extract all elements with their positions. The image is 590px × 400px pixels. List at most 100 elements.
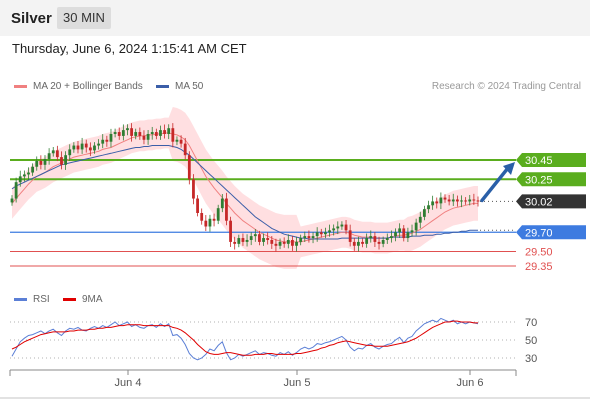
- candle: [258, 230, 261, 246]
- candle: [51, 146, 55, 157]
- candle-body: [406, 232, 410, 239]
- rsi-swatch: [14, 298, 27, 301]
- legend-rsi-label: RSI: [33, 294, 50, 305]
- candle-body: [192, 179, 195, 199]
- ma9-swatch: [63, 298, 76, 301]
- candle: [171, 123, 175, 148]
- candle: [443, 194, 447, 203]
- candle-body: [439, 197, 443, 204]
- candle-body: [200, 213, 204, 221]
- candle-body: [431, 201, 435, 206]
- candle-body: [369, 236, 373, 239]
- timeframe-badge[interactable]: 30 MIN: [57, 7, 111, 29]
- candle-body: [113, 132, 117, 134]
- resistance-tag-2-label: 30.25: [525, 174, 553, 186]
- candle: [266, 232, 270, 245]
- candle-body: [233, 241, 237, 244]
- candle-body: [105, 139, 109, 142]
- candle-body: [451, 199, 455, 202]
- candle: [97, 139, 101, 150]
- candles: [10, 123, 480, 252]
- candle-body: [171, 128, 175, 142]
- resistance-tag-2-bg: [516, 172, 586, 187]
- candle-body: [150, 132, 154, 134]
- candle: [175, 136, 179, 146]
- candle: [134, 128, 138, 140]
- candle-body: [159, 130, 162, 136]
- current-price-tag-label: 30.02: [525, 196, 553, 208]
- candle: [422, 205, 426, 221]
- resistance-tag-1-label: 30.45: [525, 155, 553, 167]
- candle-body: [196, 198, 199, 213]
- candle-body: [357, 241, 360, 246]
- candle: [138, 127, 142, 140]
- legend-ma50-label: MA 50: [175, 81, 204, 92]
- candle: [295, 236, 298, 252]
- candle-body: [402, 228, 406, 239]
- candle-body: [381, 239, 385, 244]
- candle-body: [220, 198, 224, 209]
- candle-body: [117, 132, 121, 136]
- candle-body: [22, 174, 26, 177]
- candle: [365, 233, 369, 248]
- candle: [451, 193, 455, 206]
- candle-body: [179, 139, 183, 144]
- candle-body: [121, 130, 125, 136]
- candle-body: [291, 239, 294, 246]
- candle-body: [237, 238, 241, 244]
- candle-body: [14, 182, 18, 199]
- candle-body: [146, 133, 150, 140]
- candle-body: [303, 236, 307, 239]
- time-axis-label: Jun 6: [457, 377, 484, 389]
- candle: [274, 238, 278, 252]
- chart-datetime: Thursday, June 6, 2024 1:15:41 AM CET: [12, 41, 247, 56]
- candle: [427, 200, 430, 214]
- candle: [241, 233, 245, 246]
- candle-body: [241, 238, 245, 242]
- candle: [163, 124, 166, 139]
- candle: [278, 238, 282, 250]
- candle: [270, 236, 274, 249]
- candle-body: [410, 230, 414, 233]
- candle: [80, 137, 84, 154]
- candle-body: [212, 218, 216, 221]
- candle-body: [229, 220, 232, 242]
- candle-body: [315, 232, 319, 237]
- candle-body: [472, 199, 476, 201]
- candle-body: [72, 145, 76, 150]
- time-axis-label: Jun 4: [115, 377, 142, 389]
- candle: [10, 195, 14, 206]
- candle: [229, 216, 232, 248]
- ma50-swatch: [156, 85, 169, 88]
- candle: [389, 230, 393, 243]
- header-bar: Silver 30 MIN: [0, 0, 590, 36]
- candle: [253, 229, 257, 242]
- legend-9ma-label: 9MA: [82, 294, 103, 305]
- candle: [324, 227, 327, 239]
- candle-body: [27, 172, 30, 175]
- candle: [381, 236, 385, 248]
- candle: [117, 127, 121, 140]
- candle-body: [51, 150, 55, 154]
- candle: [464, 197, 468, 205]
- candle-body: [249, 236, 253, 240]
- candle-body: [55, 150, 59, 158]
- candle-body: [10, 198, 14, 203]
- candle-body: [68, 149, 72, 156]
- candle-body: [414, 222, 418, 231]
- candle: [406, 227, 410, 243]
- candle-body: [295, 241, 298, 246]
- candle-body: [208, 218, 212, 227]
- candle-body: [183, 143, 187, 156]
- candle-body: [435, 201, 439, 204]
- candle: [385, 233, 389, 244]
- rsi-9ma-line: [11, 320, 478, 356]
- candle-body: [332, 228, 336, 231]
- candle-body: [373, 236, 377, 242]
- candle: [31, 163, 35, 176]
- candle-body: [60, 157, 63, 165]
- candle: [468, 194, 472, 206]
- candle: [344, 220, 348, 235]
- candle-body: [299, 238, 303, 242]
- candle-body: [35, 160, 39, 167]
